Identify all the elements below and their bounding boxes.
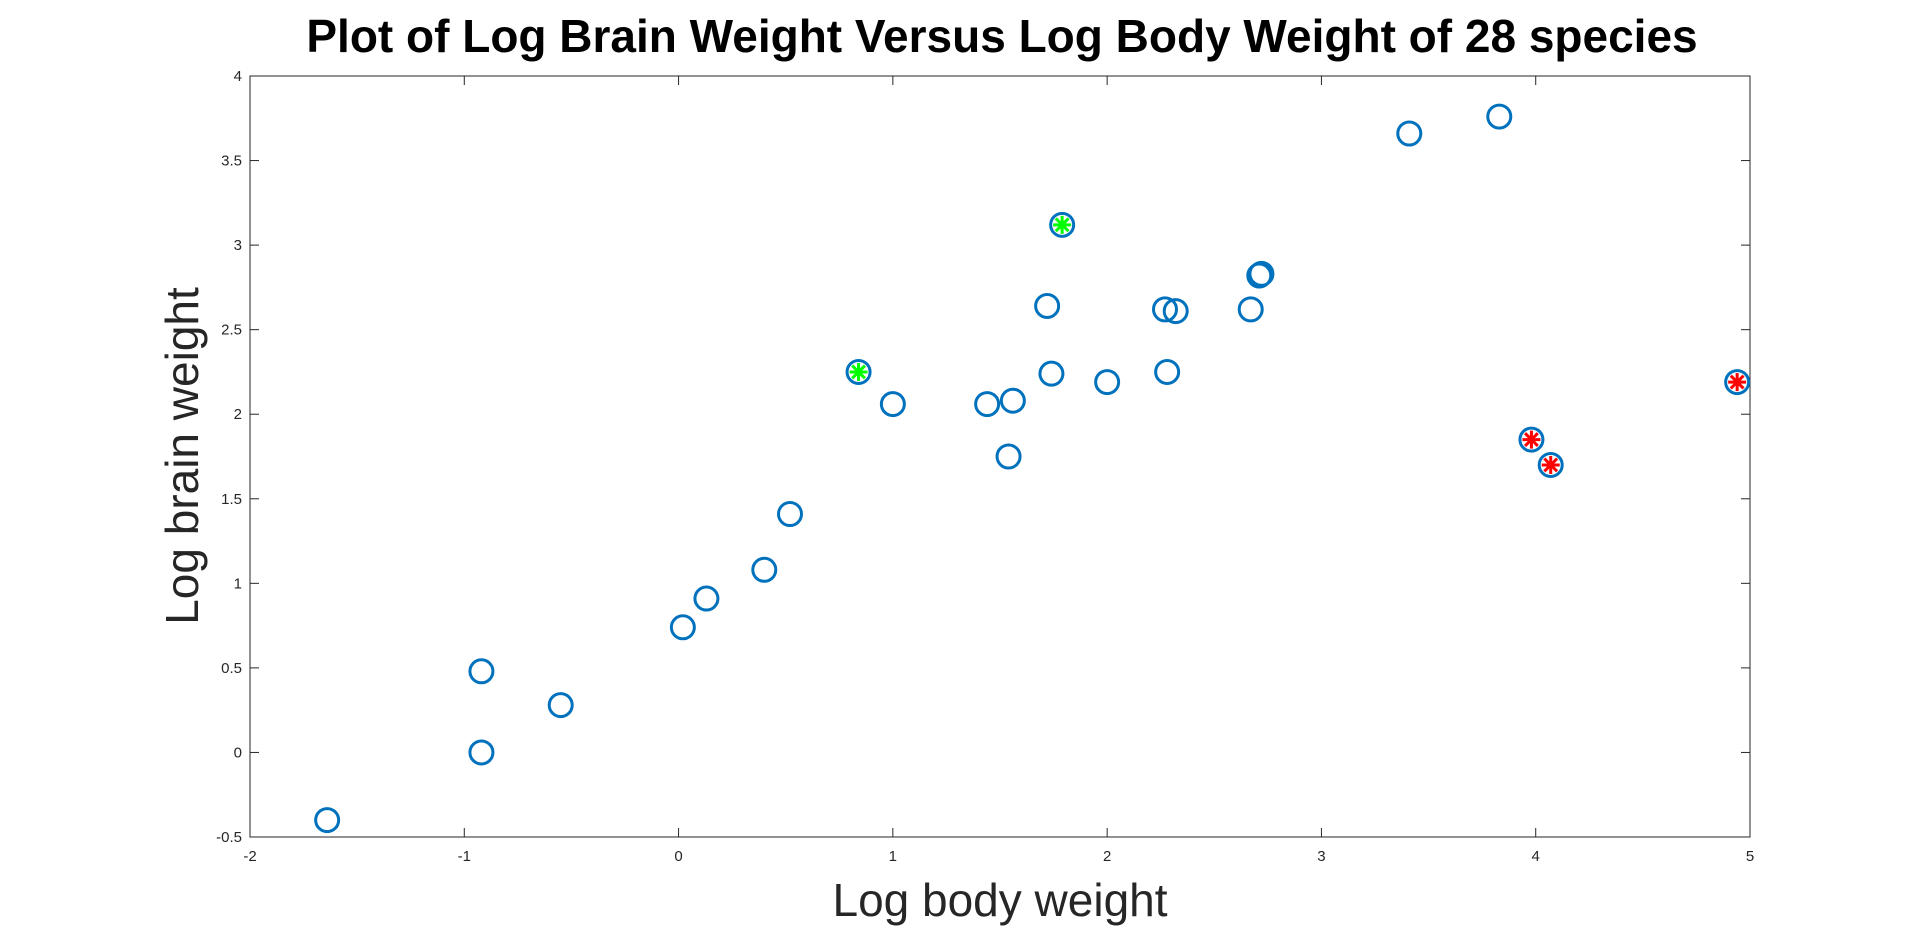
data-point	[879, 391, 906, 418]
data-markers	[314, 103, 1751, 834]
data-point	[974, 391, 1001, 418]
highlight-star-marker	[1728, 373, 1747, 392]
data-point	[468, 658, 495, 685]
data-point	[1486, 103, 1513, 130]
y-axis-label: Log brain weight	[156, 287, 208, 625]
x-axis-label: Log body weight	[832, 874, 1167, 926]
y-tick-label: 2	[234, 406, 242, 423]
data-point	[1237, 296, 1264, 323]
highlight-star-marker	[849, 362, 868, 381]
data-point	[1154, 358, 1181, 385]
data-point	[547, 692, 574, 719]
x-tick-label: 1	[889, 848, 897, 865]
data-point	[1038, 360, 1065, 387]
y-tick-label: -0.5	[216, 829, 242, 846]
highlight-star-marker	[1053, 215, 1072, 234]
highlight-star-marker	[1541, 455, 1560, 474]
data-point	[693, 585, 720, 612]
y-tick-label: 1.5	[221, 491, 242, 508]
data-point	[1034, 292, 1061, 319]
x-tick-label: 5	[1746, 848, 1754, 865]
data-point	[751, 556, 778, 583]
y-tick-label: 3.5	[221, 153, 242, 170]
x-tick-label: 2	[1103, 848, 1111, 865]
data-point	[1396, 120, 1423, 147]
data-point	[1537, 451, 1564, 478]
x-tick-label: 0	[674, 848, 682, 865]
y-tick-label: 0	[234, 744, 242, 761]
highlight-star-marker	[1522, 430, 1541, 449]
y-tick-label: 3	[234, 237, 242, 254]
data-point	[1724, 369, 1751, 396]
x-axis: -2 -1 0 1 2 3 4 5	[243, 76, 1754, 865]
data-point	[995, 443, 1022, 470]
data-point	[468, 739, 495, 766]
y-tick-label: 0.5	[221, 660, 242, 677]
chart-title: Plot of Log Brain Weight Versus Log Body…	[306, 10, 1697, 62]
x-tick-label: 4	[1532, 848, 1540, 865]
plot-area: -2 -1 0 1 2 3 4 5 -0.5 0 0.5 1 1.5 2 2.5 3 3.5 4	[216, 68, 1754, 865]
x-tick-label: 3	[1317, 848, 1325, 865]
y-tick-label: 2.5	[221, 322, 242, 339]
data-point	[1518, 426, 1545, 453]
x-tick-label: -1	[458, 848, 471, 865]
data-point	[999, 387, 1026, 414]
y-tick-label: 4	[234, 68, 242, 85]
data-point	[1152, 296, 1178, 323]
axes-box	[249, 75, 1751, 838]
data-point	[1049, 211, 1076, 238]
data-point	[845, 358, 872, 385]
y-tick-label: 1	[234, 575, 242, 592]
data-point	[1248, 260, 1275, 287]
y-axis: -0.5 0 0.5 1 1.5 2 2.5 3 3.5 4	[216, 68, 1750, 846]
data-point	[1162, 298, 1189, 325]
data-point	[1094, 369, 1121, 396]
x-tick-label: -2	[243, 848, 256, 865]
data-point	[314, 807, 341, 834]
data-point	[669, 614, 696, 641]
data-point	[777, 500, 803, 527]
